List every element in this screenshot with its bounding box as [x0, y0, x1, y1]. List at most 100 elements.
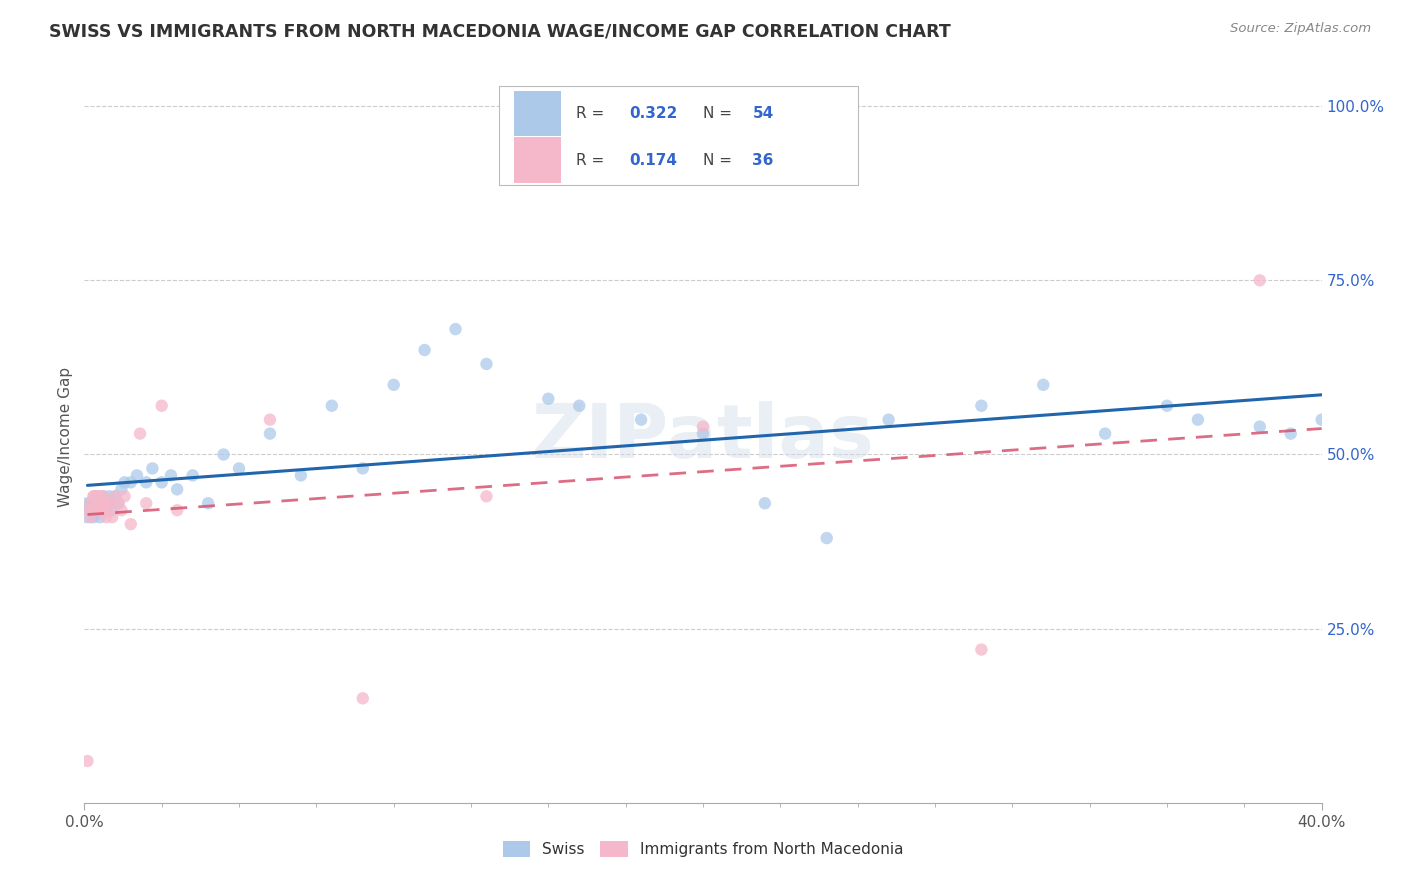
Point	[107, 496, 129, 510]
Point	[877, 412, 900, 426]
Point	[79, 496, 101, 510]
Legend: Swiss, Immigrants from North Macedonia: Swiss, Immigrants from North Macedonia	[502, 841, 904, 857]
Text: SWISS VS IMMIGRANTS FROM NORTH MACEDONIA WAGE/INCOME GAP CORRELATION CHART: SWISS VS IMMIGRANTS FROM NORTH MACEDONIA…	[49, 22, 950, 40]
Point	[79, 503, 101, 517]
Point	[89, 496, 111, 510]
Text: 0.322: 0.322	[628, 106, 678, 121]
Point	[107, 496, 129, 510]
Point	[89, 510, 111, 524]
Point	[86, 503, 108, 517]
Point	[197, 496, 219, 510]
Point	[83, 489, 105, 503]
Point	[1279, 426, 1302, 441]
Point	[970, 642, 993, 657]
Point	[568, 399, 591, 413]
Text: 0.174: 0.174	[628, 153, 676, 168]
Point	[86, 503, 108, 517]
Point	[94, 496, 117, 510]
Point	[150, 475, 173, 490]
Point	[114, 475, 136, 490]
Point	[259, 412, 281, 426]
Point	[290, 468, 312, 483]
Point	[475, 489, 498, 503]
Text: R =: R =	[575, 106, 609, 121]
Point	[104, 489, 127, 503]
Point	[114, 489, 136, 503]
Point	[86, 489, 108, 503]
Point	[537, 392, 560, 406]
Point	[413, 343, 436, 357]
Point	[86, 496, 108, 510]
Point	[89, 489, 111, 503]
Point	[1094, 426, 1116, 441]
Point	[104, 489, 127, 503]
Point	[444, 322, 467, 336]
Point	[228, 461, 250, 475]
Point	[135, 475, 157, 490]
Point	[212, 448, 235, 462]
Text: 54: 54	[752, 106, 773, 121]
Point	[120, 475, 142, 490]
Text: Source: ZipAtlas.com: Source: ZipAtlas.com	[1230, 22, 1371, 36]
Point	[129, 426, 152, 441]
Point	[76, 754, 98, 768]
Point	[970, 399, 993, 413]
Point	[475, 357, 498, 371]
Point	[160, 468, 183, 483]
Point	[98, 496, 121, 510]
Point	[86, 489, 108, 503]
Point	[1310, 412, 1333, 426]
Point	[352, 691, 374, 706]
Point	[1249, 419, 1271, 434]
Point	[125, 468, 148, 483]
Point	[94, 496, 117, 510]
Text: 36: 36	[752, 153, 773, 168]
Point	[101, 510, 124, 524]
Point	[79, 510, 101, 524]
Point	[76, 503, 98, 517]
Point	[181, 468, 204, 483]
Point	[166, 483, 188, 497]
FancyBboxPatch shape	[513, 91, 561, 136]
Text: N =: N =	[703, 153, 737, 168]
Point	[91, 489, 114, 503]
Point	[110, 483, 132, 497]
Point	[83, 510, 105, 524]
Point	[352, 461, 374, 475]
Point	[91, 503, 114, 517]
Point	[754, 496, 776, 510]
Point	[89, 503, 111, 517]
Text: ZIPatlas: ZIPatlas	[531, 401, 875, 474]
Point	[83, 496, 105, 510]
Point	[692, 426, 714, 441]
Point	[94, 503, 117, 517]
Point	[630, 412, 652, 426]
Text: N =: N =	[703, 106, 737, 121]
Point	[79, 496, 101, 510]
Point	[83, 503, 105, 517]
Point	[1156, 399, 1178, 413]
Point	[76, 503, 98, 517]
Point	[91, 496, 114, 510]
Point	[94, 510, 117, 524]
Point	[141, 461, 163, 475]
FancyBboxPatch shape	[499, 86, 858, 185]
Point	[166, 503, 188, 517]
Point	[91, 503, 114, 517]
Point	[1032, 377, 1054, 392]
Y-axis label: Wage/Income Gap: Wage/Income Gap	[58, 367, 73, 508]
Point	[98, 496, 121, 510]
Point	[120, 517, 142, 532]
Point	[1187, 412, 1209, 426]
Point	[89, 496, 111, 510]
Point	[83, 489, 105, 503]
Point	[135, 496, 157, 510]
Point	[150, 399, 173, 413]
Point	[98, 503, 121, 517]
Point	[1249, 273, 1271, 287]
Point	[98, 489, 121, 503]
Point	[321, 399, 343, 413]
Point	[259, 426, 281, 441]
FancyBboxPatch shape	[513, 137, 561, 183]
Text: R =: R =	[575, 153, 609, 168]
